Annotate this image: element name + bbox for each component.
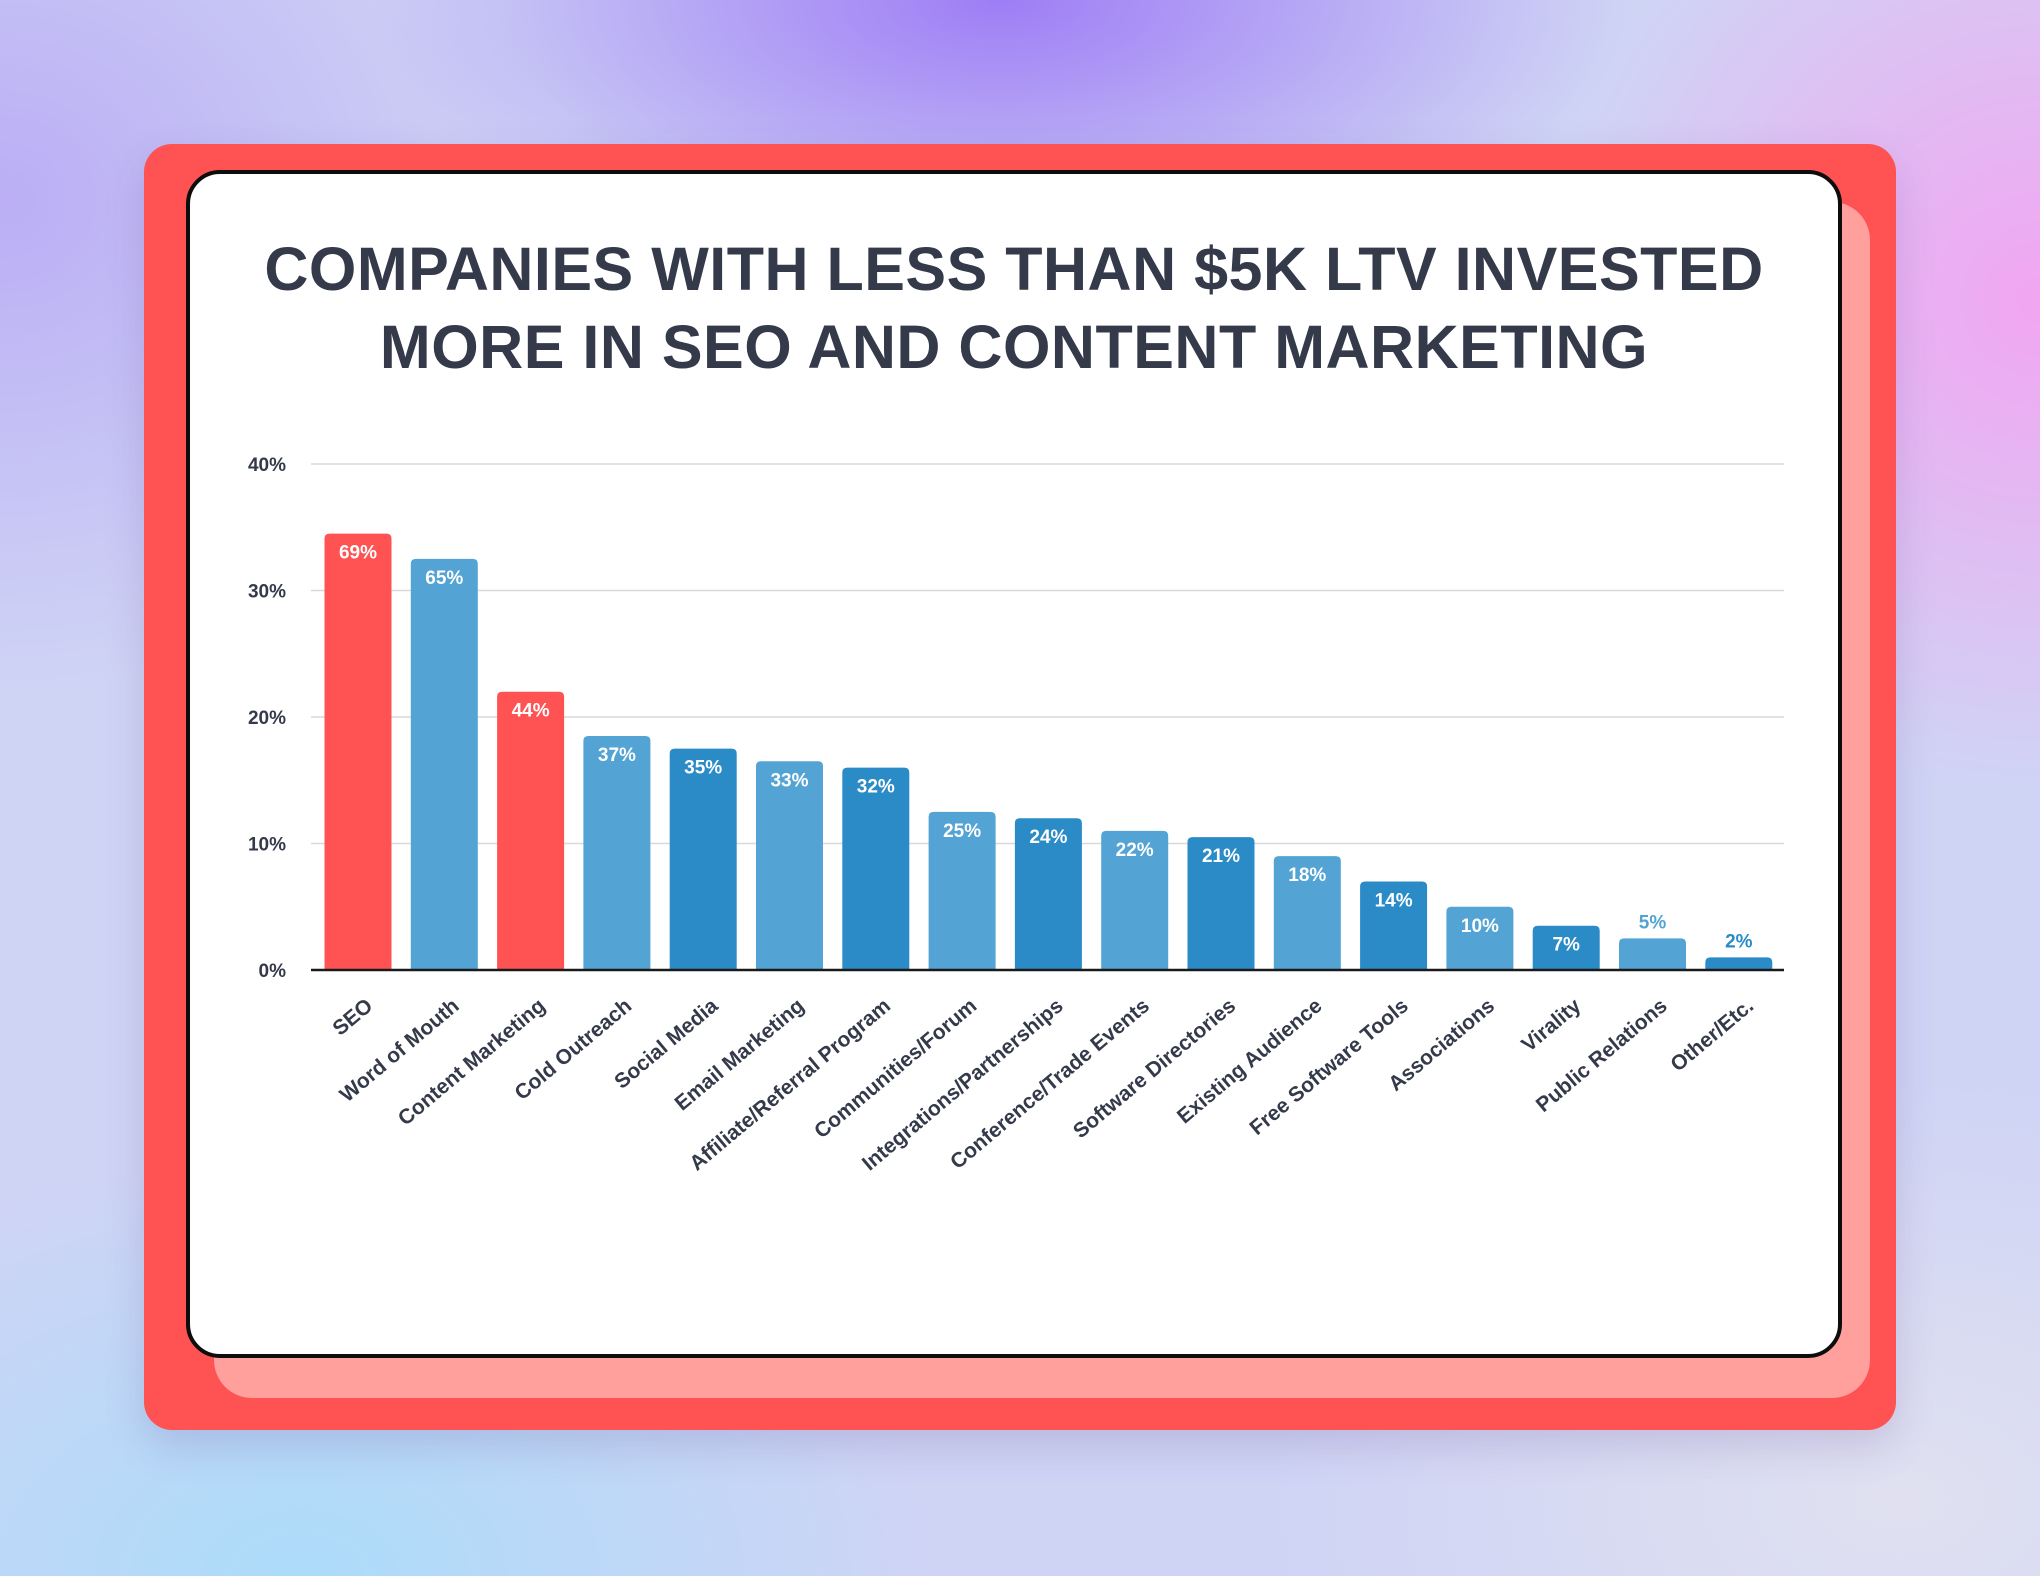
bar xyxy=(410,558,478,970)
data-label: 25% xyxy=(943,821,981,842)
chart-title: COMPANIES WITH LESS THAN $5K LTV INVESTE… xyxy=(190,230,1838,386)
x-tick-label: Free Software Tools xyxy=(1245,994,1412,1140)
data-label: 33% xyxy=(770,770,808,791)
data-label: 32% xyxy=(857,777,895,798)
chart-title-line-2: MORE IN SEO AND CONTENT MARKETING xyxy=(379,313,1649,381)
bar xyxy=(1446,906,1514,970)
bar xyxy=(1014,818,1082,970)
bar xyxy=(1619,938,1686,970)
chart-title-line-1: COMPANIES WITH LESS THAN $5K LTV INVESTE… xyxy=(264,235,1764,303)
data-label: 44% xyxy=(512,701,550,722)
data-label: 7% xyxy=(1552,935,1580,956)
data-label: 21% xyxy=(1202,846,1240,867)
chart-card: COMPANIES WITH LESS THAN $5K LTV INVESTE… xyxy=(186,170,1842,1358)
x-tick-label: Content Marketing xyxy=(394,994,550,1130)
y-tick-label: 20% xyxy=(248,708,286,729)
data-label: 24% xyxy=(1029,827,1067,848)
data-label: 5% xyxy=(1639,912,1667,933)
data-label: 37% xyxy=(598,745,636,766)
data-label: 22% xyxy=(1116,840,1154,861)
data-label: 10% xyxy=(1461,916,1499,937)
y-tick-label: 40% xyxy=(248,455,286,476)
bar xyxy=(1273,856,1341,970)
y-tick-label: 0% xyxy=(259,961,287,982)
bar xyxy=(1705,957,1773,970)
x-tick-label: Software Directories xyxy=(1069,994,1240,1143)
bar xyxy=(1360,881,1428,970)
x-tick-label: Communities/Forum xyxy=(810,994,981,1143)
bar xyxy=(1532,925,1600,970)
bar xyxy=(756,761,823,970)
bar xyxy=(324,533,392,970)
data-label: 2% xyxy=(1725,931,1753,952)
data-label: 65% xyxy=(425,568,463,589)
y-tick-label: 30% xyxy=(248,582,286,603)
y-tick-label: 10% xyxy=(248,835,286,856)
bar xyxy=(842,767,910,970)
data-label: 35% xyxy=(684,758,722,779)
bar xyxy=(1101,830,1169,970)
x-tick-label: Virality xyxy=(1517,994,1585,1057)
x-tick-label: Existing Audience xyxy=(1173,994,1327,1128)
bar xyxy=(583,735,651,970)
bar xyxy=(1187,837,1255,970)
x-tick-label: Other/Etc. xyxy=(1666,994,1758,1076)
data-label: 14% xyxy=(1375,890,1413,911)
bar xyxy=(669,748,737,970)
bar xyxy=(928,811,996,970)
data-label: 69% xyxy=(339,543,377,564)
data-label: 18% xyxy=(1288,865,1326,886)
x-tick-label: SEO xyxy=(328,994,377,1040)
bar xyxy=(497,691,565,970)
